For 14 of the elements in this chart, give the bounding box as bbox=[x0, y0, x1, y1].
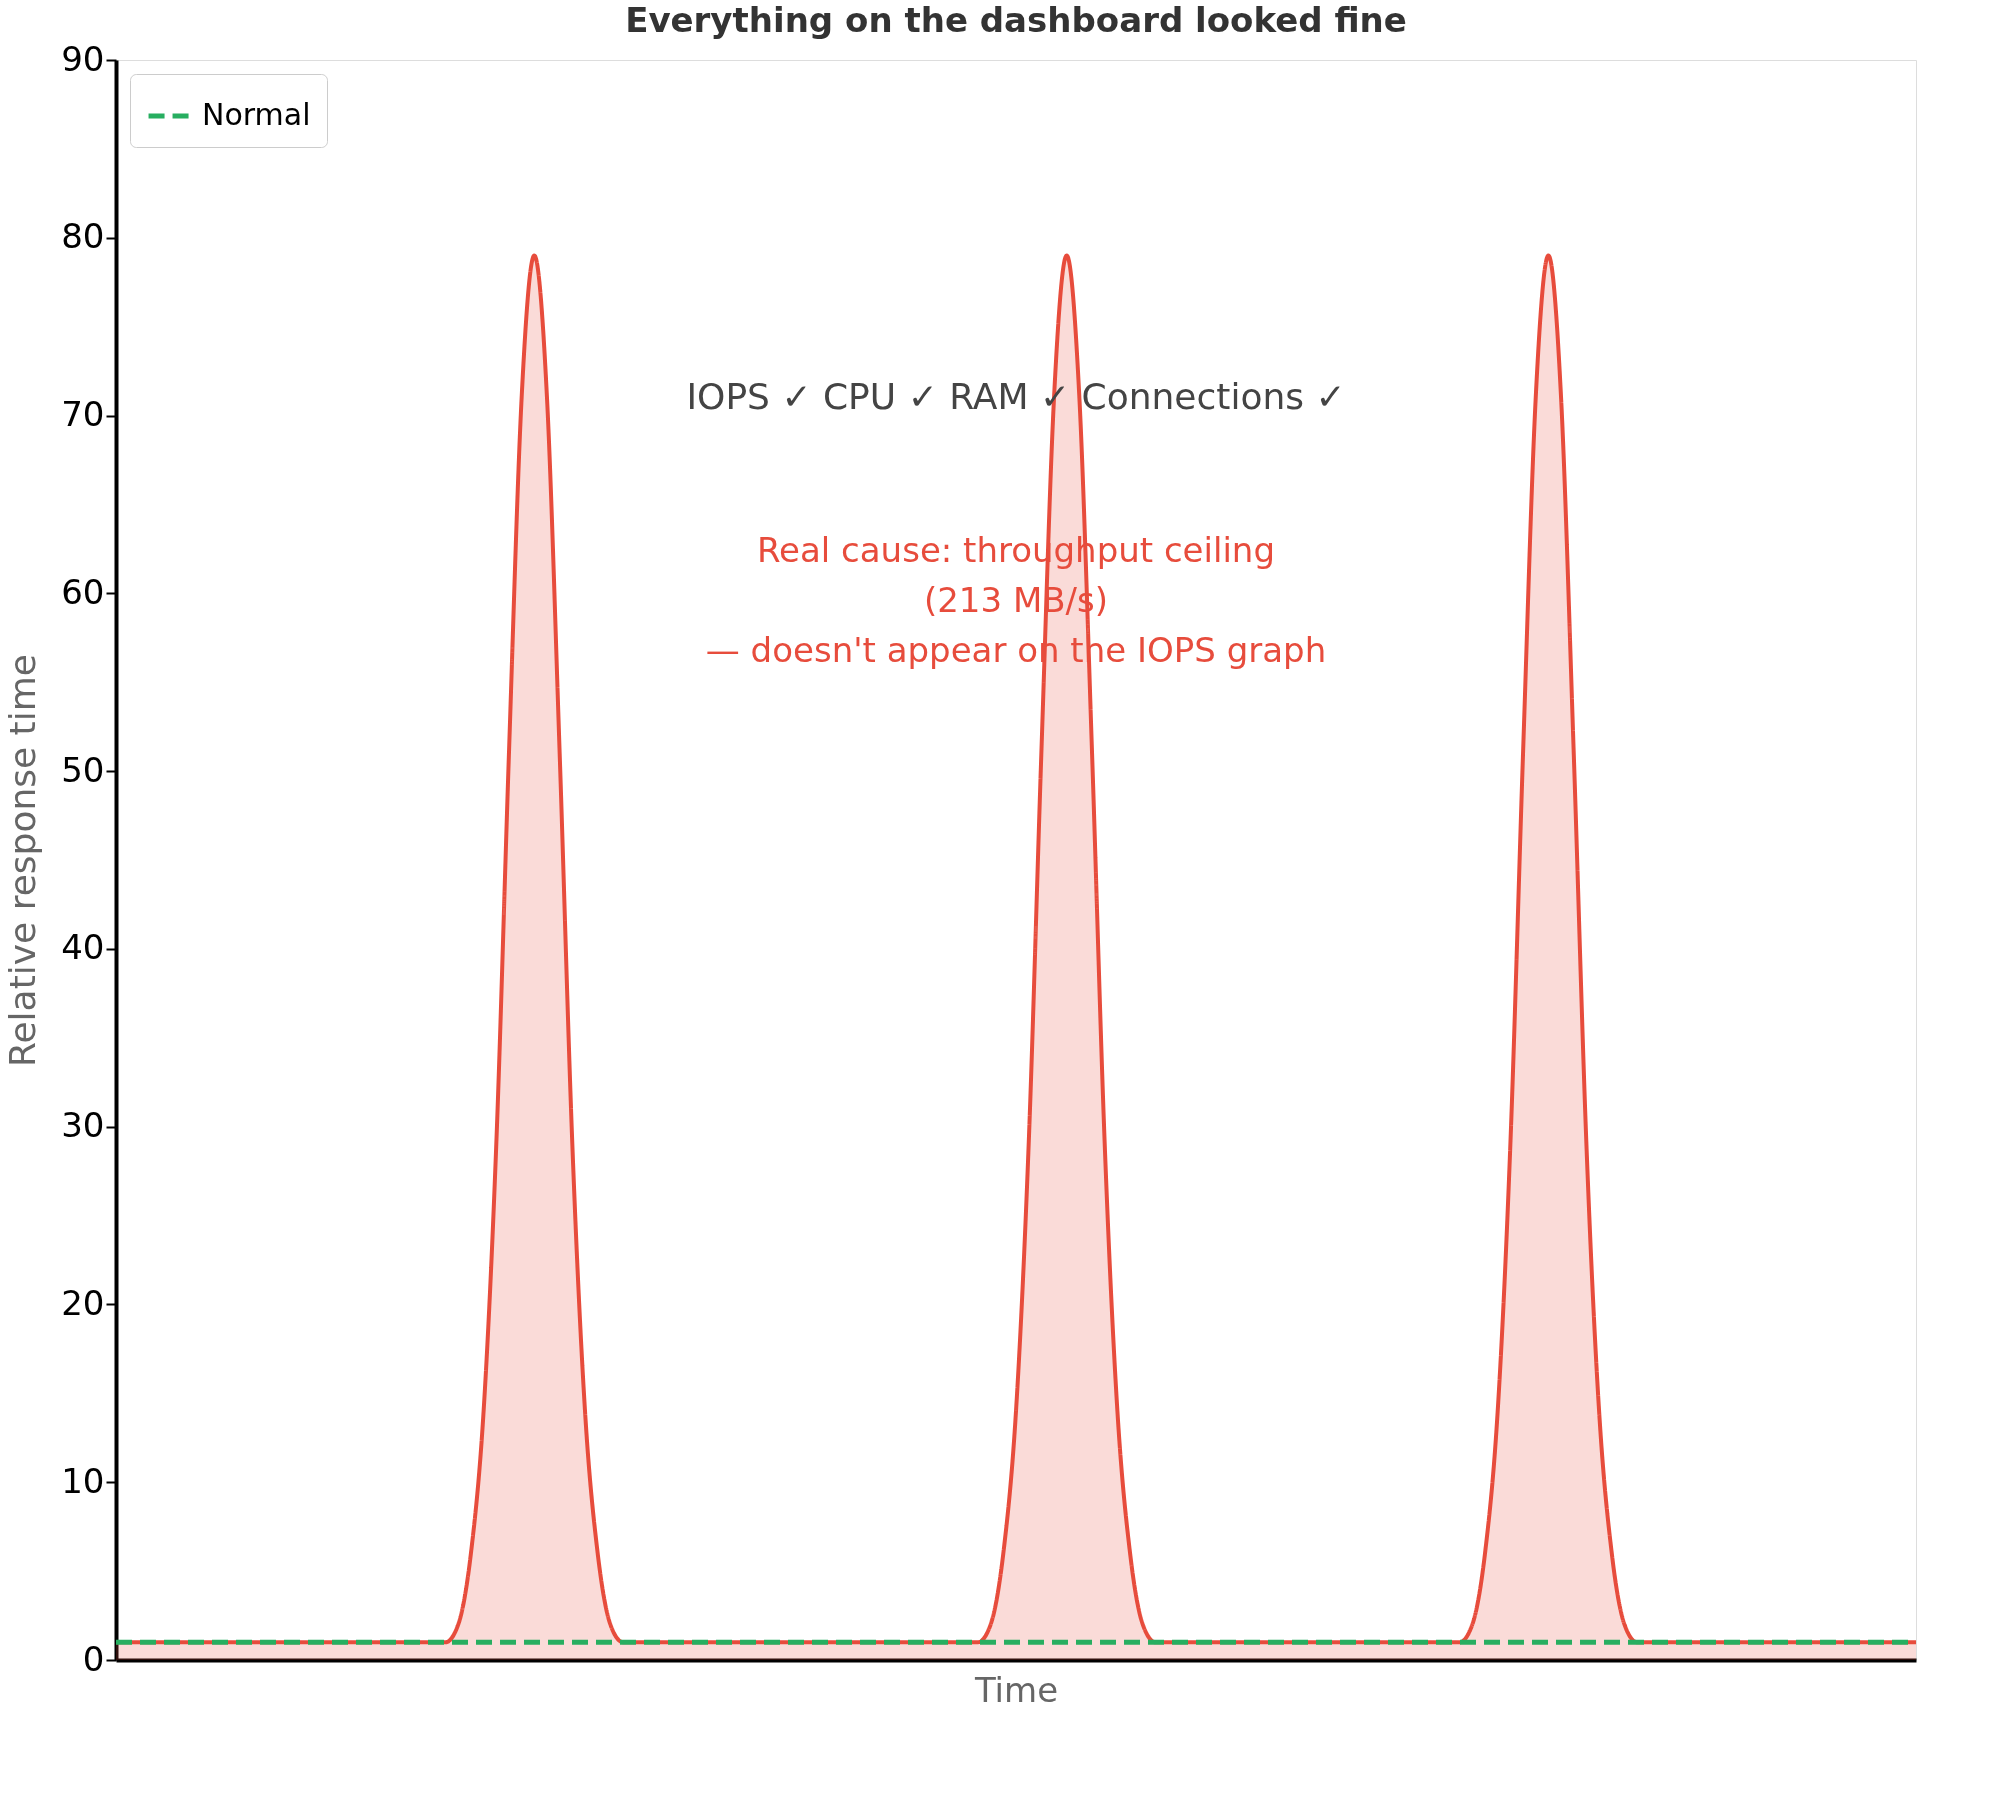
x-axis-title: Time bbox=[973, 1669, 1059, 1710]
y-tick-label: 50 bbox=[61, 749, 105, 790]
y-tick-label: 80 bbox=[61, 216, 105, 257]
y-tick-label: 60 bbox=[61, 571, 105, 612]
y-tick-label: 20 bbox=[61, 1282, 105, 1323]
y-tick-label: 70 bbox=[61, 394, 105, 435]
y-tick-label: 90 bbox=[61, 38, 105, 79]
y-axis-title: Relative response time bbox=[2, 654, 44, 1067]
chart-title: Everything on the dashboard looked fine bbox=[625, 0, 1407, 40]
legend-label: Normal bbox=[202, 97, 311, 132]
y-tick-label: 40 bbox=[61, 927, 105, 968]
y-tick-label: 0 bbox=[82, 1638, 105, 1679]
y-tick-label: 10 bbox=[61, 1460, 105, 1501]
y-tick-label: 30 bbox=[61, 1105, 105, 1146]
